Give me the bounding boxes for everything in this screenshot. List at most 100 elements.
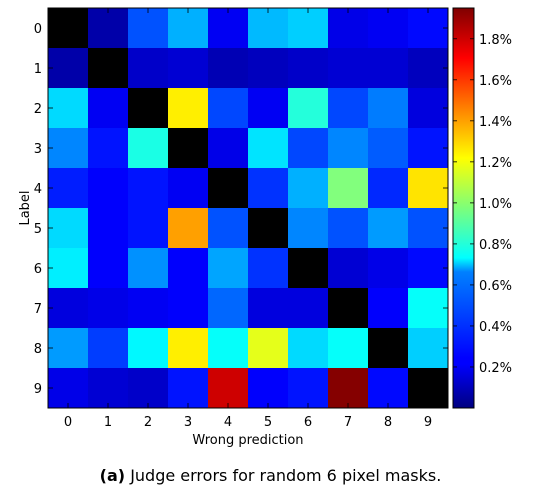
heatmap-cell-9-4 [208,368,249,409]
caption-tag: (a) [99,466,126,485]
heatmap-cell-9-0 [48,368,89,409]
heatmap-cell-3-0 [48,128,89,169]
heatmap-cell-5-2 [128,208,169,249]
heatmap-cell-8-0 [48,328,89,369]
heatmap-cell-6-5 [248,248,289,289]
heatmap-cell-2-3 [168,88,209,129]
heatmap-cell-5-1 [88,208,129,249]
heatmap-cell-0-2 [128,8,169,49]
caption-text: Judge errors for random 6 pixel masks. [130,466,442,485]
colorbar-tick-label-2: 0.6% [479,279,512,294]
y-tick-label-5: 5 [34,222,42,237]
heatmap-cell-2-1 [88,88,129,129]
heatmap-cell-4-2 [128,168,169,209]
heatmap-cell-0-1 [88,8,129,49]
colorbar-tick-label-5: 1.2% [479,156,512,171]
heatmap-cell-1-8 [368,48,409,89]
heatmap-cell-2-0 [48,88,89,129]
heatmap-cell-5-4 [208,208,249,249]
heatmap-cell-1-9 [408,48,449,89]
heatmap-cell-2-9 [408,88,449,129]
y-tick-label-9: 9 [34,382,42,397]
heatmap-cell-3-6 [288,128,329,169]
heatmap-cell-4-5 [248,168,289,209]
x-tick-label-1: 1 [104,415,112,430]
y-axis-label: Label [18,190,33,225]
heatmap-cell-8-2 [128,328,169,369]
heatmap-cell-7-0 [48,288,89,329]
heatmap-cell-1-6 [288,48,329,89]
heatmap-cell-4-6 [288,168,329,209]
heatmap-cell-2-5 [248,88,289,129]
heatmap-cell-4-0 [48,168,89,209]
x-tick-label-0: 0 [64,415,72,430]
heatmap-cell-3-3 [168,128,209,169]
heatmap-cell-3-4 [208,128,249,169]
colorbar-tick-label-0: 0.2% [479,361,512,376]
heatmap-cell-2-6 [288,88,329,129]
heatmap-cell-5-3 [168,208,209,249]
heatmap-cell-6-0 [48,248,89,289]
figure-caption: (a) Judge errors for random 6 pixel mask… [0,466,541,485]
heatmap-cell-0-5 [248,8,289,49]
heatmap-cell-6-3 [168,248,209,289]
heatmap-cell-7-6 [288,288,329,329]
heatmap-cell-6-8 [368,248,409,289]
y-tick-label-2: 2 [34,102,42,117]
colorbar-ticks: 0.2% 0.4% 0.6% 0.8% 1.0% 1.2% 1.4% 1.6% 1.8% [453,33,512,376]
y-tick-label-0: 0 [34,22,42,37]
heatmap-cell-8-4 [208,328,249,369]
heatmap-cell-9-8 [368,368,409,409]
heatmap-cell-7-1 [88,288,129,329]
heatmap-cell-5-6 [288,208,329,249]
heatmap-cell-8-6 [288,328,329,369]
heatmap-cell-8-1 [88,328,129,369]
heatmap-cell-3-9 [408,128,449,169]
heatmap-cell-9-7 [328,368,369,409]
heatmap-cell-5-8 [368,208,409,249]
heatmap-cell-9-1 [88,368,129,409]
colorbar-tick-label-3: 0.8% [479,238,512,253]
heatmap-cell-5-0 [48,208,89,249]
heatmap-cell-7-8 [368,288,409,329]
heatmap-cell-6-2 [128,248,169,289]
colorbar-tick-label-8: 1.8% [479,33,512,48]
heatmap-cell-5-5 [248,208,289,249]
y-axis-ticks: 0 1 2 3 4 5 6 7 8 9 [34,22,448,397]
heatmap-cell-4-7 [328,168,369,209]
heatmap-cell-9-9 [408,368,449,409]
heatmap-cell-5-9 [408,208,449,249]
heatmap-cell-0-6 [288,8,329,49]
colorbar-tick-label-7: 1.6% [479,74,512,89]
heatmap-cell-9-3 [168,368,209,409]
x-tick-label-2: 2 [144,415,152,430]
heatmap-cell-5-7 [328,208,369,249]
heatmap-cell-2-7 [328,88,369,129]
heatmap-cell-1-1 [88,48,129,89]
heatmap-cells [48,8,449,409]
heatmap-cell-8-9 [408,328,449,369]
heatmap-cell-8-8 [368,328,409,369]
heatmap-cell-0-8 [368,8,409,49]
y-tick-label-1: 1 [34,62,42,77]
heatmap-cell-9-5 [248,368,289,409]
heatmap-cell-3-8 [368,128,409,169]
x-axis-label: Wrong prediction [192,433,303,448]
heatmap-cell-7-9 [408,288,449,329]
heatmap-cell-7-2 [128,288,169,329]
heatmap-cell-7-5 [248,288,289,329]
heatmap-cell-8-3 [168,328,209,369]
heatmap-cell-2-4 [208,88,249,129]
heatmap-cell-6-6 [288,248,329,289]
heatmap-cell-0-7 [328,8,369,49]
heatmap-cell-0-0 [48,8,89,49]
x-axis-ticks: 0 1 2 3 4 5 6 7 8 9 [64,8,432,430]
x-tick-label-6: 6 [304,415,312,430]
heatmap-cell-4-4 [208,168,249,209]
heatmap-cell-2-2 [128,88,169,129]
heatmap-cell-3-5 [248,128,289,169]
heatmap-frame [47,7,449,409]
heatmap-cell-8-7 [328,328,369,369]
heatmap-figure: 0 1 2 3 4 5 6 7 8 9 0 1 2 3 4 5 6 7 8 9 Wrong prediction L… [18,7,512,448]
heatmap-cell-0-4 [208,8,249,49]
